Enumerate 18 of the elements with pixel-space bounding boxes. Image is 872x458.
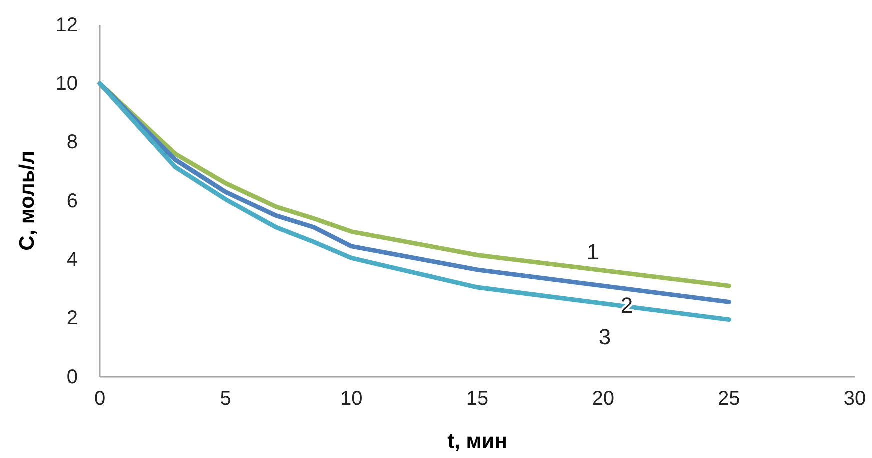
x-tick-label: 20 xyxy=(592,388,614,410)
y-tick-label: 4 xyxy=(66,249,78,272)
x-tick-label: 5 xyxy=(220,388,232,410)
y-tick-label: 12 xyxy=(56,14,78,36)
y-tick-label: 8 xyxy=(66,132,78,154)
y-tick-label: 10 xyxy=(56,73,78,96)
y-tick-label: 0 xyxy=(66,366,78,388)
x-axis-title: t, мин xyxy=(448,430,508,453)
series-label: 1 xyxy=(586,239,600,264)
y-tick-label: 2 xyxy=(66,308,78,330)
x-tick-label: 15 xyxy=(466,388,489,410)
y-tick-label: 6 xyxy=(66,190,78,212)
y-axis-title: C, моль/л xyxy=(16,151,39,251)
series-label: 3 xyxy=(598,324,612,350)
x-tick-label: 0 xyxy=(94,388,106,410)
x-tick-label: 10 xyxy=(340,388,363,410)
x-tick-label: 25 xyxy=(718,388,740,410)
x-tick-label: 30 xyxy=(844,388,866,410)
